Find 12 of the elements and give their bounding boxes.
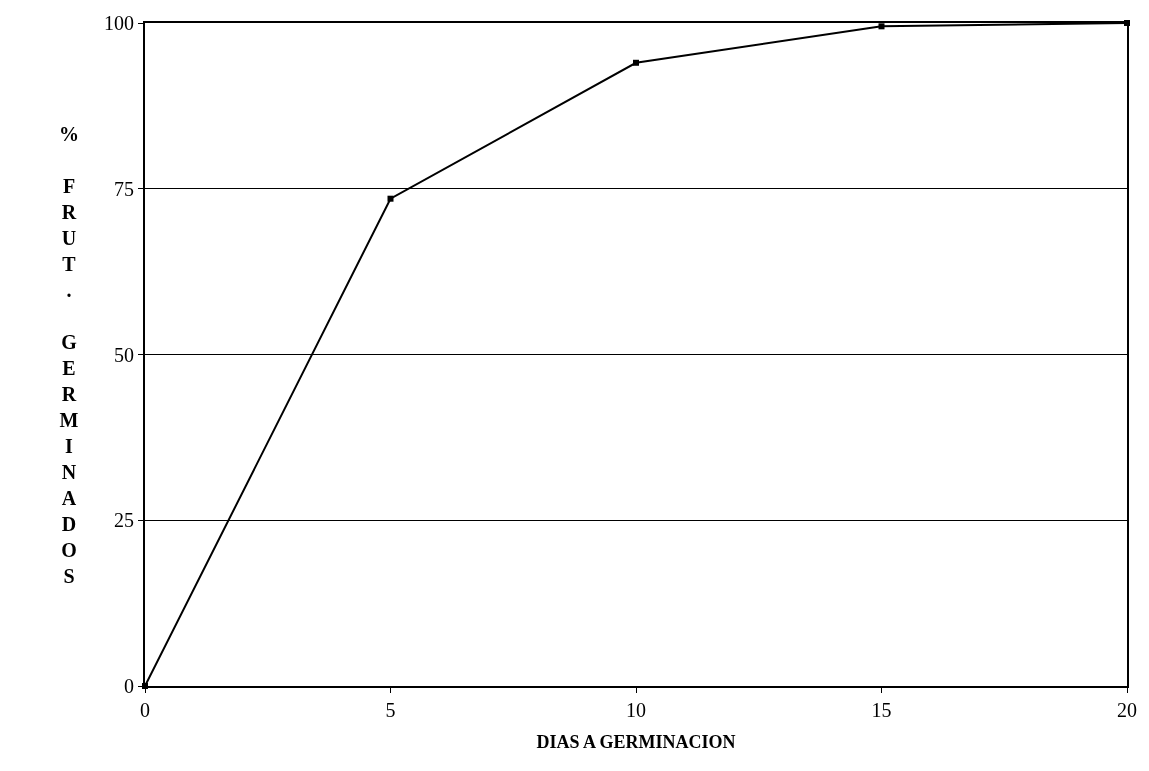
x-tick-label: 15 bbox=[871, 699, 892, 721]
y-tick-label: 25 bbox=[114, 509, 134, 532]
x-axis-title: DIAS A GERMINACION bbox=[536, 731, 736, 752]
y-tick-label: 0 bbox=[124, 675, 134, 697]
x-tick-label: 10 bbox=[626, 699, 646, 721]
y-tick-label: 75 bbox=[114, 177, 134, 200]
text: % FRUT. GERMINADOS bbox=[59, 123, 79, 587]
x-tick-label: 5 bbox=[385, 699, 396, 721]
y-tick-label: 100 bbox=[104, 12, 134, 34]
x-tick-label: 20 bbox=[1117, 699, 1137, 721]
x-tick-label: 0 bbox=[140, 699, 150, 721]
y-tick-label: 50 bbox=[114, 343, 134, 366]
